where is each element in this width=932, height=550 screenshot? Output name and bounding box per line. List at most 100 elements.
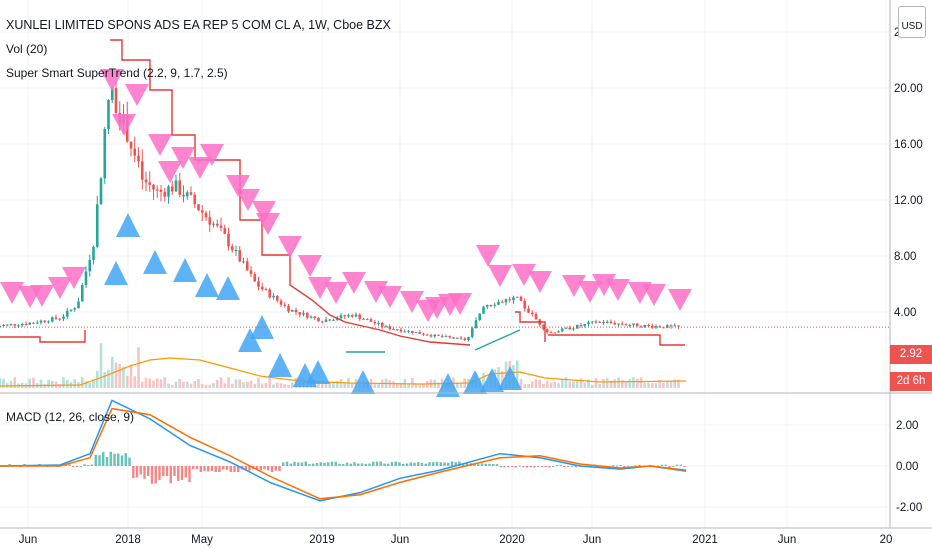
candle-body: [605, 321, 609, 324]
candle-body: [80, 285, 84, 302]
volume-bar: [159, 379, 163, 388]
candle-body: [654, 326, 658, 328]
sell-marker-icon: [512, 264, 536, 286]
macd-histogram-bar: [214, 466, 217, 472]
volume-bar: [28, 378, 32, 388]
candle-body: [144, 179, 148, 183]
macd-histogram-bar: [357, 463, 360, 466]
macd-histogram-bar: [180, 466, 184, 481]
volume-bar: [219, 377, 223, 388]
volume-bar: [178, 379, 182, 388]
volume-bar: [553, 381, 557, 388]
volume-bar: [613, 379, 617, 388]
candle-body: [140, 161, 144, 180]
candle-body: [103, 128, 107, 179]
candle-body: [463, 338, 467, 341]
macd-histogram-bar: [222, 466, 225, 470]
candle-body: [20, 324, 24, 326]
volume-bar: [185, 381, 189, 388]
macd-histogram-bar: [364, 463, 367, 466]
macd-signal-line: [0, 407, 687, 500]
buy-marker-icon: [104, 261, 128, 285]
macd-histogram-bar: [387, 463, 390, 466]
macd-histogram-bar: [289, 463, 292, 466]
buy-marker-icon: [238, 328, 262, 352]
candle-body: [283, 304, 287, 306]
candle-body: [223, 228, 227, 234]
volume-bar: [545, 380, 549, 388]
candle-body: [212, 223, 215, 225]
macd-histogram-bar: [537, 465, 540, 467]
volume-bar: [395, 383, 399, 388]
candle-body: [54, 317, 58, 319]
candle-body: [474, 320, 478, 329]
macd-histogram-bar: [72, 466, 75, 467]
volume-bar: [560, 379, 564, 388]
volume-bar: [268, 377, 272, 388]
candle-body: [182, 194, 185, 197]
macd-histogram-bar: [169, 466, 172, 484]
volume-bar: [148, 378, 152, 388]
volume-bar: [583, 382, 587, 388]
sell-marker-icon: [30, 285, 54, 307]
sell-marker-icon: [148, 134, 172, 156]
volume-bar: [350, 383, 354, 388]
volume-bar: [92, 379, 95, 388]
volume-bar: [418, 384, 422, 388]
currency-button[interactable]: ​ USD: [898, 6, 926, 38]
macd-histogram-bar: [79, 465, 82, 467]
sell-marker-icon: [158, 161, 182, 183]
macd-histogram-bar: [334, 461, 337, 466]
volume-bar: [579, 378, 583, 388]
candle-body: [530, 312, 534, 315]
candle-body: [560, 328, 564, 332]
candle-body: [512, 297, 515, 301]
macd-legend[interactable]: MACD (12, 26, close, 9): [6, 410, 135, 424]
y-tick-label: 12.00: [894, 195, 923, 207]
volume-bar: [279, 383, 283, 388]
volume-bar: [152, 380, 155, 388]
sell-marker-icon: [298, 255, 322, 277]
macd-histogram-bar: [529, 466, 532, 468]
macd-y-tick-label: 2.00: [896, 420, 918, 432]
volume-bar: [665, 381, 669, 388]
x-tick-label: Jun: [583, 534, 602, 546]
candle-body: [242, 261, 245, 263]
macd-histogram-bar: [424, 463, 427, 466]
candle-body: [665, 325, 669, 328]
candle-body: [354, 314, 358, 317]
sell-marker-icon: [256, 213, 280, 235]
supertrend-legend[interactable]: Super Smart SuperTrend (2.2, 9, 1.7, 2.5…: [6, 66, 228, 80]
candle-body: [347, 315, 350, 317]
candle-body: [358, 314, 362, 319]
candle-body: [433, 334, 437, 337]
candle-body: [380, 322, 384, 327]
candle-body: [617, 323, 620, 325]
volume-bar: [62, 377, 65, 388]
candle-body: [624, 324, 628, 326]
macd-histogram-bar: [413, 462, 416, 466]
volume-bar: [410, 378, 414, 388]
candle-body: [500, 301, 504, 303]
macd-histogram-bar: [510, 466, 514, 467]
candle-body: [658, 326, 662, 328]
volume-bar: [238, 379, 242, 388]
volume-legend[interactable]: Vol (20): [6, 42, 48, 56]
candle-body: [317, 317, 320, 322]
candle-body: [650, 325, 654, 328]
volume-bar: [317, 382, 320, 388]
volume-bar: [575, 380, 579, 388]
volume-bar: [122, 366, 125, 388]
candle-body: [388, 326, 392, 330]
volume-bar: [0, 377, 2, 388]
candle-body: [17, 325, 20, 327]
candle-body: [418, 332, 422, 334]
sell-marker-icon: [0, 282, 24, 304]
buy-marker-icon: [268, 353, 292, 377]
candle-body: [467, 337, 470, 341]
macd-histogram-bar: [117, 453, 120, 466]
macd-histogram-bar: [315, 463, 319, 466]
macd-histogram-bar: [518, 465, 521, 467]
macd-histogram-bar: [507, 466, 510, 467]
